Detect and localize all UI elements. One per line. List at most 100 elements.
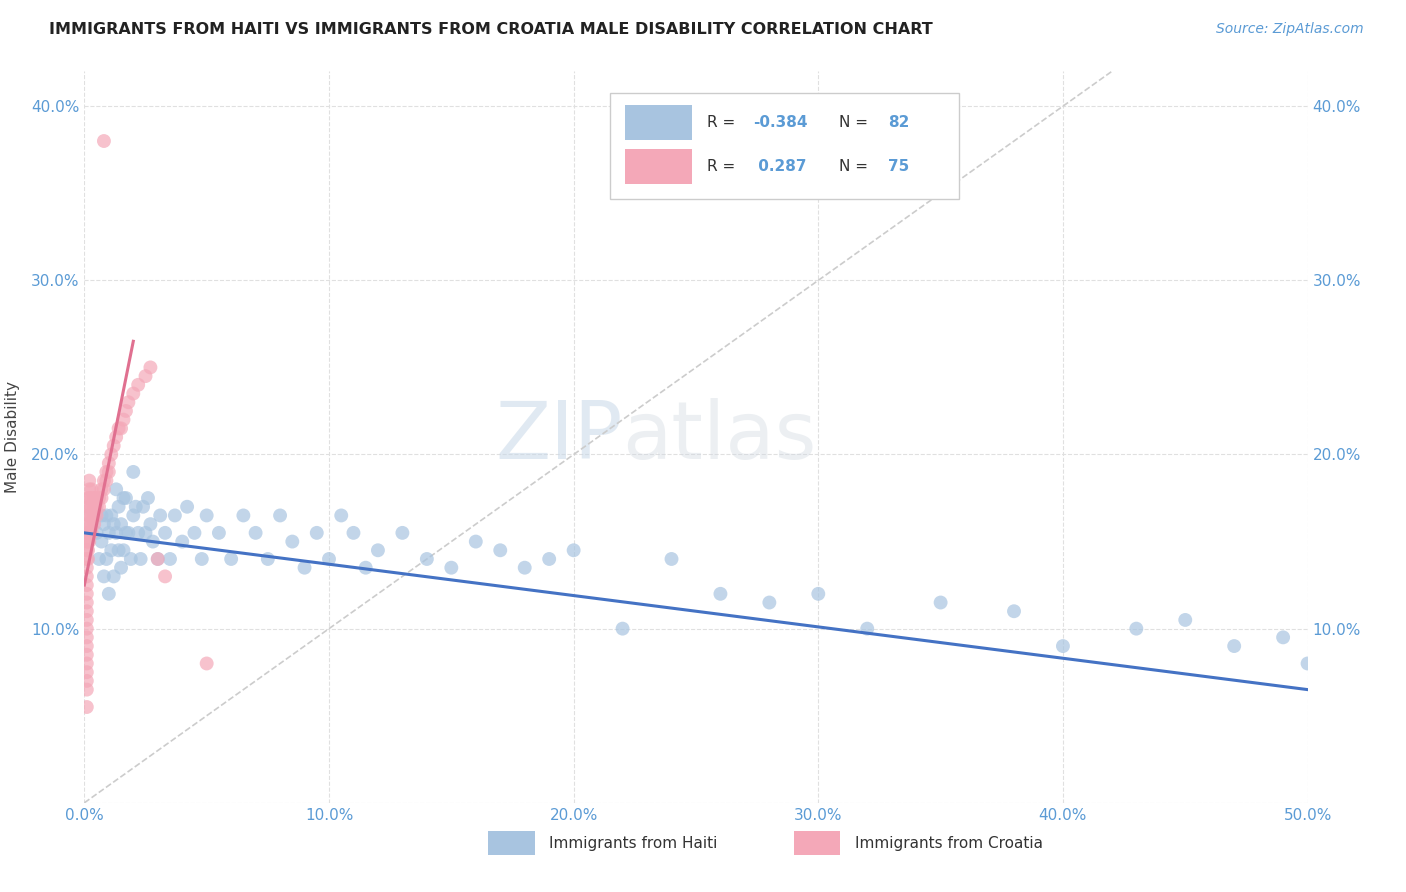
Point bbox=[76, 560, 98, 574]
Point bbox=[142, 534, 165, 549]
Point bbox=[562, 543, 585, 558]
Point bbox=[87, 552, 110, 566]
Point bbox=[76, 682, 98, 697]
Point bbox=[115, 525, 138, 540]
Point bbox=[354, 560, 377, 574]
Text: Immigrants from Haiti: Immigrants from Haiti bbox=[550, 836, 717, 851]
Point bbox=[110, 517, 132, 532]
FancyBboxPatch shape bbox=[626, 105, 692, 140]
Point bbox=[76, 631, 98, 645]
Point bbox=[661, 552, 683, 566]
Point bbox=[76, 595, 98, 609]
Point bbox=[76, 700, 98, 714]
Point bbox=[153, 569, 176, 583]
Point bbox=[391, 525, 413, 540]
Point bbox=[77, 483, 100, 497]
Point bbox=[489, 543, 512, 558]
Point bbox=[1125, 622, 1147, 636]
Point bbox=[87, 491, 110, 505]
Point bbox=[1002, 604, 1025, 618]
Point bbox=[294, 560, 316, 574]
Point bbox=[110, 560, 132, 574]
Text: IMMIGRANTS FROM HAITI VS IMMIGRANTS FROM CROATIA MALE DISABILITY CORRELATION CHA: IMMIGRANTS FROM HAITI VS IMMIGRANTS FROM… bbox=[49, 22, 934, 37]
Point bbox=[90, 491, 112, 505]
FancyBboxPatch shape bbox=[610, 94, 959, 200]
Point bbox=[77, 491, 100, 505]
Text: 0.287: 0.287 bbox=[754, 159, 807, 174]
Point bbox=[191, 552, 214, 566]
Point bbox=[136, 491, 159, 505]
Point bbox=[856, 622, 879, 636]
Point bbox=[807, 587, 830, 601]
Point bbox=[1052, 639, 1074, 653]
Point bbox=[112, 543, 135, 558]
Point bbox=[172, 534, 194, 549]
Point bbox=[125, 500, 148, 514]
Point bbox=[107, 543, 129, 558]
Point bbox=[76, 613, 98, 627]
Point bbox=[76, 622, 98, 636]
Point bbox=[122, 465, 145, 479]
Point bbox=[83, 491, 105, 505]
Point bbox=[76, 604, 98, 618]
Text: N =: N = bbox=[839, 159, 873, 174]
Point bbox=[83, 500, 105, 514]
Point bbox=[76, 587, 98, 601]
Point bbox=[90, 534, 112, 549]
Point bbox=[105, 525, 128, 540]
Point bbox=[367, 543, 389, 558]
Point bbox=[758, 595, 780, 609]
Text: R =: R = bbox=[707, 115, 740, 130]
Y-axis label: Male Disability: Male Disability bbox=[4, 381, 20, 493]
Text: -0.384: -0.384 bbox=[754, 115, 808, 130]
Point bbox=[305, 525, 328, 540]
Point bbox=[87, 500, 110, 514]
Point bbox=[103, 439, 125, 453]
Point bbox=[76, 552, 98, 566]
Point bbox=[96, 474, 118, 488]
Text: R =: R = bbox=[707, 159, 740, 174]
Point bbox=[100, 508, 122, 523]
Point bbox=[97, 525, 120, 540]
Point bbox=[208, 525, 231, 540]
Point bbox=[86, 491, 108, 505]
Point bbox=[93, 569, 115, 583]
Point bbox=[464, 534, 486, 549]
Point bbox=[93, 517, 115, 532]
Point bbox=[97, 456, 120, 470]
Text: ZIP: ZIP bbox=[495, 398, 623, 476]
Point bbox=[257, 552, 280, 566]
Point bbox=[76, 525, 98, 540]
Point bbox=[416, 552, 439, 566]
Point bbox=[929, 595, 952, 609]
Point bbox=[107, 421, 129, 435]
Point bbox=[77, 474, 100, 488]
Point bbox=[103, 517, 125, 532]
Point bbox=[330, 508, 353, 523]
Point bbox=[149, 508, 172, 523]
Point bbox=[96, 508, 118, 523]
Point bbox=[86, 500, 108, 514]
Point bbox=[139, 360, 162, 375]
Point bbox=[135, 525, 157, 540]
Point bbox=[105, 430, 128, 444]
Point bbox=[146, 552, 169, 566]
Point bbox=[176, 500, 198, 514]
Point bbox=[1296, 657, 1319, 671]
Text: N =: N = bbox=[839, 115, 873, 130]
Point bbox=[83, 508, 105, 523]
Point bbox=[120, 552, 142, 566]
Point bbox=[112, 491, 135, 505]
Point bbox=[219, 552, 242, 566]
Point bbox=[93, 474, 115, 488]
Point bbox=[77, 552, 100, 566]
Point bbox=[96, 552, 118, 566]
Text: Immigrants from Croatia: Immigrants from Croatia bbox=[855, 836, 1043, 851]
Point bbox=[76, 673, 98, 688]
Point bbox=[1174, 613, 1197, 627]
Point bbox=[77, 491, 100, 505]
Point bbox=[80, 500, 103, 514]
Point bbox=[129, 552, 152, 566]
Point bbox=[153, 525, 176, 540]
Point bbox=[135, 369, 157, 384]
